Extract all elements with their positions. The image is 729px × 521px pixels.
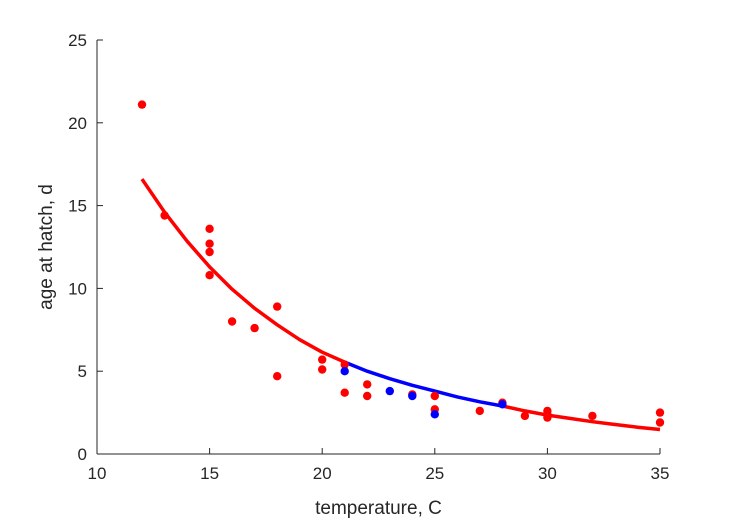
- data-point: [363, 380, 372, 389]
- data-point: [408, 391, 417, 401]
- y-axis-label: age at hatch, d: [36, 184, 57, 310]
- y-tick-label: 20: [68, 114, 87, 133]
- data-point: [430, 410, 439, 419]
- data-point: [520, 411, 530, 421]
- data-point: [340, 388, 349, 397]
- x-tick-label: 15: [200, 464, 219, 483]
- data-point: [227, 317, 237, 326]
- y-tick-label: 25: [68, 31, 87, 50]
- data-point: [205, 224, 214, 233]
- y-tick-label: 0: [78, 445, 87, 464]
- x-axis-label: temperature, C: [315, 498, 442, 519]
- fit-curve-line: [140, 178, 346, 364]
- fit-curve-line: [344, 360, 503, 408]
- data-point: [137, 100, 147, 109]
- data-point: [385, 386, 394, 396]
- data-point: [340, 360, 349, 369]
- data-point: [205, 271, 214, 280]
- data-point: [318, 355, 327, 364]
- x-tick-label: 20: [313, 464, 332, 483]
- fit-curve-line: [502, 404, 661, 432]
- data-point: [430, 391, 439, 401]
- data-point: [205, 239, 214, 248]
- data-point: [655, 418, 665, 427]
- y-tick-label: 5: [78, 362, 87, 381]
- x-tick-label: 10: [88, 464, 107, 483]
- data-point: [250, 323, 259, 333]
- data-point: [340, 367, 349, 376]
- data-point: [475, 406, 484, 416]
- data-point: [363, 391, 372, 401]
- data-point: [273, 372, 282, 381]
- data-point: [588, 411, 597, 421]
- data-point: [318, 365, 327, 374]
- data-point: [160, 211, 169, 220]
- y-tick-label: 15: [68, 197, 87, 216]
- data-point: [543, 413, 552, 422]
- data-point: [205, 247, 214, 257]
- data-point: [273, 302, 282, 311]
- x-tick-label: 30: [538, 464, 557, 483]
- x-tick-label: 25: [425, 464, 444, 483]
- x-tick-label: 35: [651, 464, 670, 483]
- data-marks: [137, 100, 665, 432]
- data-point: [498, 400, 507, 409]
- y-tick-label: 10: [68, 279, 87, 298]
- data-point: [655, 408, 665, 417]
- axes: 10 15 20 25 30 35 0 5 10 15 20 25: [68, 31, 669, 483]
